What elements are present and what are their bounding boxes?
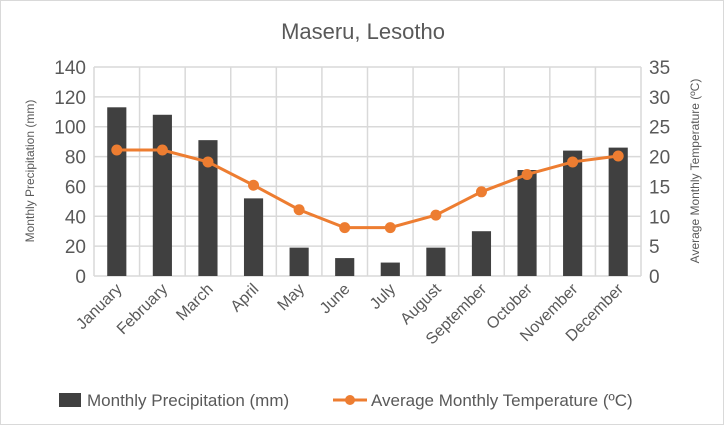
temperature-point-august [430,209,442,221]
legend-label-temperature: Average Monthly Temperature (ºC) [371,391,633,410]
bar-july [380,262,400,276]
legend-label-precipitation: Monthly Precipitation (mm) [87,391,289,410]
bar-may [289,247,309,276]
y2-tick-label: 35 [649,58,670,79]
temperature-point-september [475,186,487,198]
y2-tick-label: 20 [649,148,670,169]
bar-january [107,107,127,276]
temperature-point-may [293,204,305,216]
y2-tick-label: 0 [649,267,660,288]
x-tick-label: February [114,281,171,338]
bar-february [152,114,172,277]
bar-march [198,140,218,276]
legend-swatch-temperature-marker [345,395,355,405]
bar-december [608,147,628,276]
bar-november [563,150,583,276]
y-tick-label: 140 [54,58,86,79]
y-tick-label: 20 [65,237,86,258]
temperature-point-february [156,144,168,156]
bar-august [426,247,446,276]
temperature-point-july [384,222,396,234]
y2-axis-label: Average Monthly Temperature (ºC) [688,79,702,264]
x-tick-label: May [275,281,308,314]
bar-october [517,170,537,276]
y2-tick-label: 30 [649,88,670,109]
temperature-line [116,148,619,230]
temperature-point-december [612,150,624,162]
x-tick-label: March [173,281,216,324]
bar-june [335,258,355,276]
y-tick-label: 120 [54,88,86,109]
temperature-point-march [202,156,214,168]
y-tick-label: 40 [65,207,86,228]
temperature-point-june [339,222,351,234]
y-axis-label: Monthly Precipitation (mm) [23,100,37,243]
legend: Monthly Precipitation (mm) Average Month… [59,391,633,410]
temperature-point-april [248,179,260,191]
y2-tick-label: 25 [649,118,670,139]
x-tick-label: June [317,281,354,318]
y-tick-label: 0 [75,267,86,288]
y-tick-label: 80 [65,148,86,169]
y2-tick-label: 15 [649,177,670,198]
bar-september [471,231,492,276]
chart-title: Maseru, Lesotho [281,19,445,44]
legend-swatch-precipitation [59,393,81,407]
y2-tick-label: 10 [649,207,670,228]
x-tick-label: April [228,281,263,316]
temperature-point-october [521,168,533,180]
x-tick-label: July [367,281,399,313]
bar-april [243,198,264,276]
temperature-point-january [111,144,123,156]
y-tick-label: 60 [65,177,86,198]
y2-tick-label: 5 [649,237,660,258]
temperature-point-november [567,156,579,168]
y-tick-label: 100 [54,118,86,139]
